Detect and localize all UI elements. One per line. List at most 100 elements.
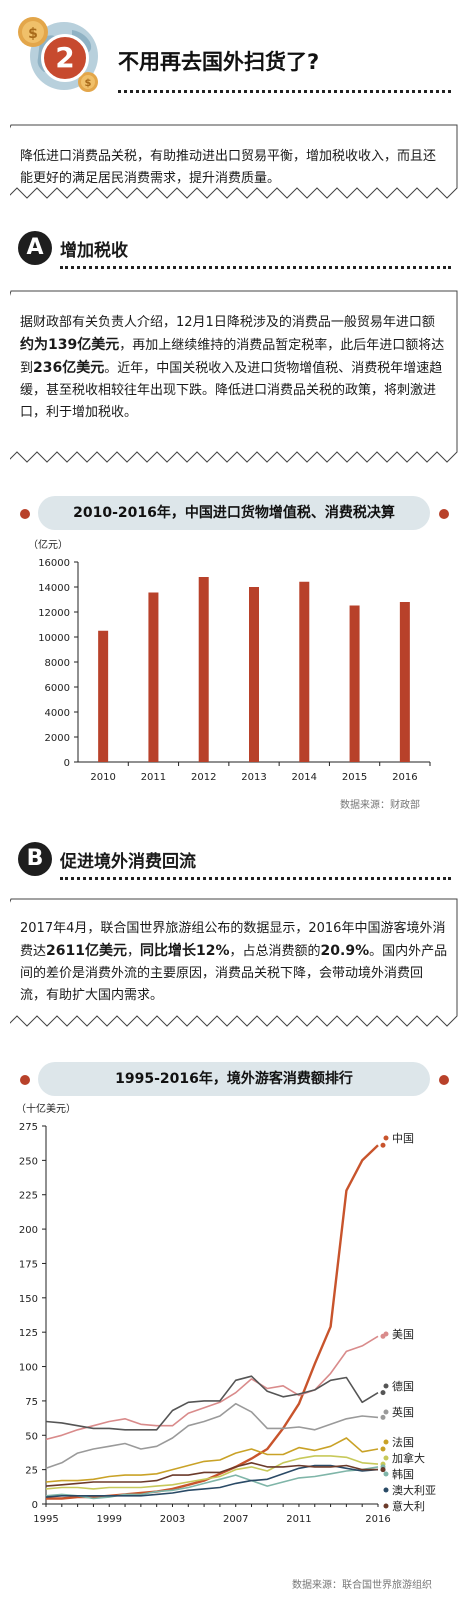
chart-a-bar — [98, 630, 109, 762]
chart-b-source: 数据来源：联合国世界旅游组织 — [292, 1580, 432, 1591]
chart-b-legend-dot — [383, 1409, 389, 1415]
chart-b-xtick-label: 2003 — [160, 1514, 185, 1525]
chart-b-legend-label: 加拿大 — [392, 1451, 425, 1465]
chart-a-bar — [299, 581, 310, 762]
chart-b-ytick-label: 0 — [32, 1500, 38, 1511]
chart-b-series-end-dot — [380, 1142, 386, 1148]
section-a-divider — [60, 266, 451, 269]
page-title: 不用再去国外扫货了? — [118, 50, 320, 74]
chart-a-ytick-label: 2000 — [45, 733, 70, 744]
chart-b-series-line — [46, 1144, 379, 1500]
chart-b-pill-cap-right — [439, 1075, 449, 1085]
chart-b-legend-dot — [383, 1503, 389, 1509]
section-b-text: 2017年4月，联合国世界旅游组公布的数据显示，2016年中国游客境外消费达26… — [20, 921, 448, 1003]
chart-b-legend-dot — [383, 1135, 389, 1141]
chart-b-ytick-label: 125 — [19, 1328, 38, 1339]
section-b-title: 促进境外消费回流 — [60, 852, 196, 872]
chart-b-series-end-dot — [380, 1467, 386, 1473]
chart-b-xtick-label: 2011 — [286, 1514, 311, 1525]
chart-b-series-line — [45, 1335, 379, 1441]
chart-a-ylabel: （亿元） — [28, 538, 68, 551]
chart-a-ytick-label: 10000 — [38, 633, 70, 644]
chart-b-legend-label: 意大利 — [392, 1499, 425, 1513]
chart-b-ytick-label: 175 — [19, 1259, 38, 1270]
chart-a-pill-cap-right — [439, 509, 449, 519]
chart-b-legend-dot — [383, 1487, 389, 1493]
tourism-line-chart: （十亿美元） 0 25 50 75 100 125 150 175 200 225 250 275 199… — [16, 1102, 436, 1525]
section-b-box-frame — [10, 898, 458, 1027]
chart-a-xtick-label: 2015 — [342, 772, 367, 783]
chart-b-ytick-label: 225 — [19, 1191, 38, 1202]
chart-b-ylabel: （十亿美元） — [16, 1102, 76, 1115]
chart-b-ytick-label: 25 — [25, 1466, 38, 1477]
chart-a-ytick-label: 8000 — [45, 658, 70, 669]
section-number: 2 — [55, 41, 75, 74]
chart-b-xtick-label: 1999 — [97, 1514, 122, 1525]
chart-b-legend-dot — [383, 1383, 389, 1389]
chart-b-legend-dot — [383, 1439, 389, 1445]
section-a-box-frame — [10, 290, 458, 463]
chart-a-bar — [198, 577, 209, 762]
section-a-badge: A — [18, 231, 52, 265]
chart-b-legend-dot — [383, 1331, 389, 1337]
chart-b-series-line — [45, 1461, 378, 1487]
chart-b-legend-label: 澳大利亚 — [392, 1483, 436, 1497]
chart-a-xtick-label: 2010 — [90, 772, 115, 783]
chart-b-legend-label: 德国 — [392, 1379, 414, 1393]
title-divider — [118, 90, 451, 93]
chart-b-series-line — [45, 1455, 379, 1490]
chart-b-ytick-label: 275 — [19, 1122, 38, 1133]
chart-b-ytick-label: 150 — [19, 1294, 38, 1305]
chart-a-source: 数据来源：财政部 — [340, 800, 420, 811]
chart-a-bar — [399, 602, 410, 762]
chart-a-xtick-label: 2016 — [392, 772, 417, 783]
chart-b-series-line — [45, 1375, 379, 1431]
chart-a-xtick-label: 2011 — [141, 772, 166, 783]
section-b-badge: B — [18, 842, 52, 876]
chart-b-legend-dot — [383, 1471, 389, 1477]
chart-b-pill-cap-left — [20, 1075, 30, 1085]
chart-a-bar — [349, 605, 360, 762]
chart-b-title: 1995-2016年，境外游客消费额排行 — [38, 1062, 430, 1096]
section-b-divider — [60, 877, 451, 880]
chart-b-series-end-dot — [380, 1446, 386, 1452]
chart-a-ytick-label: 12000 — [38, 608, 70, 619]
chart-a-ytick-label: 16000 — [38, 558, 70, 569]
chart-a-xtick-label: 2012 — [191, 772, 216, 783]
chart-a-bar — [249, 587, 259, 762]
svg-text:$: $ — [28, 26, 38, 42]
chart-b-legend-label: 韩国 — [392, 1467, 414, 1481]
chart-a-xtick-label: 2014 — [292, 772, 317, 783]
chart-a-title: 2010-2016年，中国进口货物增值税、消费税决算 — [38, 496, 430, 530]
chart-a-bar — [148, 592, 159, 762]
chart-b-xtick-label: 1995 — [33, 1514, 58, 1525]
chart-b-legend-label: 美国 — [392, 1328, 414, 1341]
section-a-text: 据财政部有关负责人介绍，12月1日降税涉及的消费品一般贸易年进口额约为139亿美… — [20, 315, 445, 420]
chart-b-legend-label: 中国 — [392, 1132, 414, 1145]
chart-b-ytick-label: 100 — [19, 1363, 38, 1374]
chart-b-xtick-label: 2007 — [223, 1514, 248, 1525]
chart-b-series-line — [45, 1437, 379, 1483]
chart-a-ytick-label: 0 — [64, 758, 70, 769]
chart-a-ytick-label: 14000 — [38, 583, 70, 594]
chart-b-series-line — [45, 1464, 379, 1498]
tax-bar-chart: （亿元） 0 2000 4000 6000 8000 10000 12000 14000 1600… — [28, 538, 431, 783]
chart-a-ytick-label: 4000 — [45, 708, 70, 719]
chart-b-xtick-label: 2016 — [365, 1514, 390, 1525]
section-a-title: 增加税收 — [60, 241, 128, 261]
intro-box-frame — [10, 124, 458, 199]
chart-b-legend-label: 英国 — [392, 1405, 414, 1419]
chart-b-series-end-dot — [380, 1390, 386, 1396]
intro-text: 降低进口消费品关税，有助推动进出口贸易平衡，增加税收收入，而且还能更好的满足居民… — [20, 149, 437, 186]
chart-a-pill-cap-left — [20, 509, 30, 519]
chart-a-ytick-label: 6000 — [45, 683, 70, 694]
svg-text:$: $ — [85, 78, 92, 89]
chart-b-legend-label: 法国 — [392, 1435, 414, 1449]
chart-b-series-line — [45, 1466, 379, 1500]
chart-a-xtick-label: 2013 — [241, 772, 266, 783]
chart-b-legend-dot — [383, 1455, 389, 1461]
chart-b-series-end-dot — [380, 1414, 386, 1420]
chart-b-ytick-label: 200 — [19, 1225, 38, 1236]
chart-b-ytick-label: 50 — [25, 1431, 38, 1442]
chart-b-series-line — [45, 1402, 379, 1470]
